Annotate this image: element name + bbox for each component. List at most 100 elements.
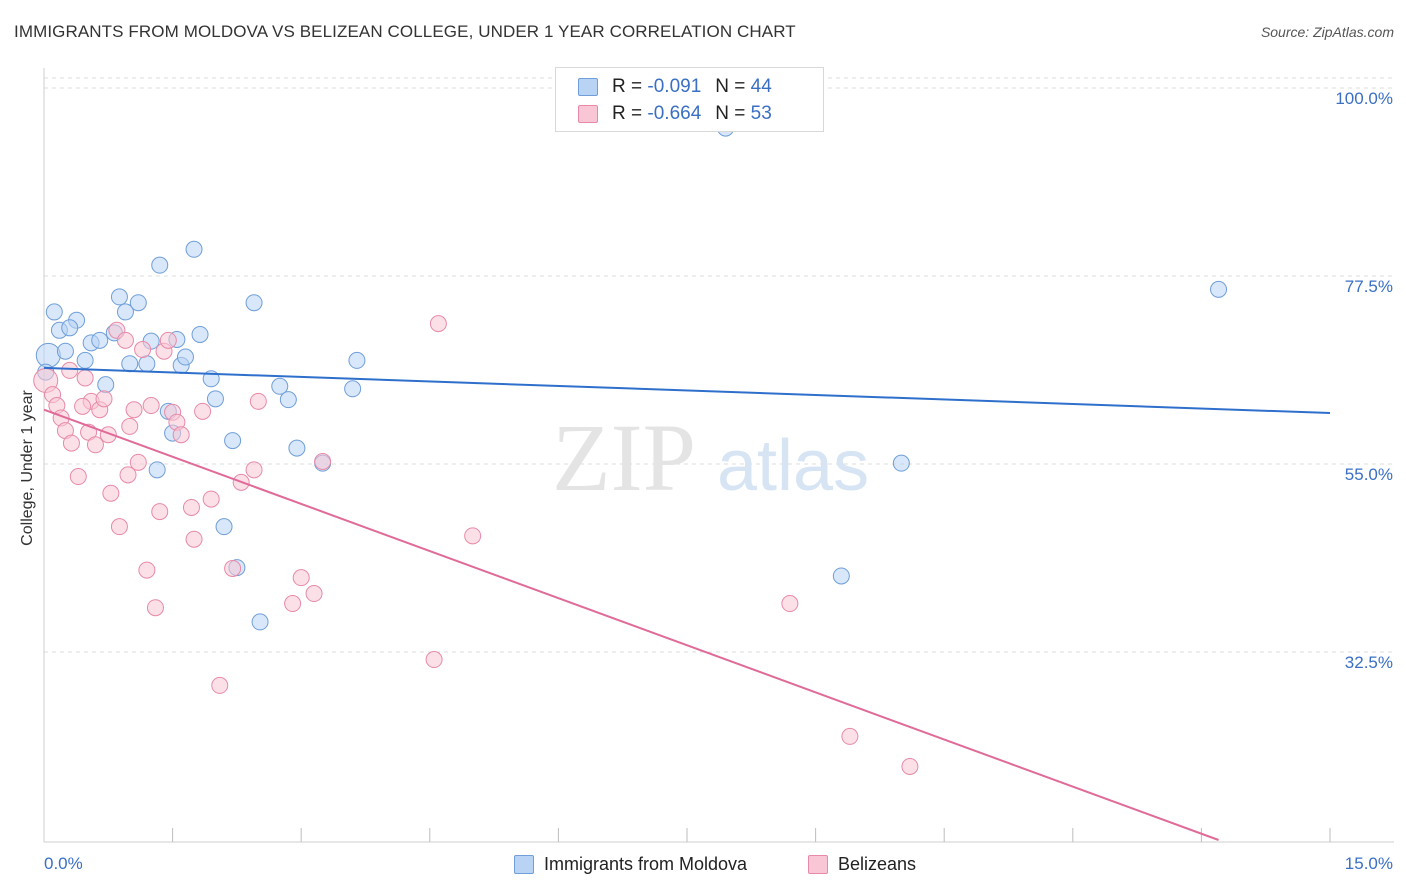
moldova-point-8 xyxy=(91,331,109,349)
belizean-point-5 xyxy=(62,434,80,452)
moldova-point-37 xyxy=(344,380,362,398)
moldova-point-32 xyxy=(251,613,269,631)
y-tick-label-2: 55.0% xyxy=(1345,465,1393,484)
belizean-point-7 xyxy=(76,369,94,387)
belizean-point-31 xyxy=(172,426,190,444)
legend-row-belizeans: R = -0.664 N = 53 xyxy=(578,102,772,126)
moldova-point-28 xyxy=(215,518,233,536)
belizean-point-26 xyxy=(151,503,169,521)
watermark-atlas: atlas xyxy=(717,426,869,506)
moldova-legend-swatch xyxy=(514,854,534,874)
belizeans-legend-swatch xyxy=(808,854,828,874)
moldova-point-6 xyxy=(76,351,94,369)
x-tick-label-min: 0.0% xyxy=(44,854,83,873)
belizean-point-48 xyxy=(781,595,799,613)
n-label: N = xyxy=(715,103,746,124)
moldova-swatch xyxy=(578,78,598,96)
correlation-legend: R = -0.091 N = 44 R = -0.664 N = 53 xyxy=(555,67,824,132)
moldova-point-17 xyxy=(148,461,166,479)
belizean-point-23 xyxy=(138,561,156,579)
r-label: R = xyxy=(612,76,643,97)
belizeans-swatch xyxy=(578,105,598,123)
legend-item-belizeans[interactable]: Belizeans xyxy=(808,852,916,876)
belizean-point-22 xyxy=(134,341,152,359)
belizean-point-36 xyxy=(211,676,229,694)
moldova-point-11 xyxy=(110,288,128,306)
moldova-point-42 xyxy=(1210,280,1228,298)
belizean-point-28 xyxy=(159,331,177,349)
moldova-point-34 xyxy=(279,391,297,409)
moldova-point-24 xyxy=(185,240,203,258)
belizean-point-49 xyxy=(841,727,859,745)
belizean-point-14 xyxy=(102,484,120,502)
moldova-point-5 xyxy=(61,319,79,337)
moldova-point-27 xyxy=(206,390,224,408)
moldova-point-35 xyxy=(288,439,306,457)
belizean-point-18 xyxy=(119,466,137,484)
moldova-point-13 xyxy=(121,355,139,373)
moldova-point-33 xyxy=(271,377,289,395)
moldova-point-14 xyxy=(129,294,147,312)
belizean-point-25 xyxy=(146,599,164,617)
belizean-point-46 xyxy=(429,315,447,333)
legend-item-moldova[interactable]: Immigrants from Moldova xyxy=(514,852,747,876)
belizean-point-44 xyxy=(314,452,332,470)
legend-row-moldova: R = -0.091 N = 44 xyxy=(578,75,772,99)
belizean-point-33 xyxy=(185,530,203,548)
belizean-point-20 xyxy=(125,401,143,419)
r-label: R = xyxy=(612,103,643,124)
belizean-point-10 xyxy=(86,436,104,454)
moldova-point-40 xyxy=(832,567,850,585)
belizean-point-47 xyxy=(464,527,482,545)
moldova-trend-line xyxy=(43,366,1331,415)
belizean-point-51 xyxy=(61,361,79,379)
y-tick-label-3: 32.5% xyxy=(1345,653,1393,672)
belizean-point-41 xyxy=(284,595,302,613)
moldova-r-value: -0.091 xyxy=(647,76,702,97)
moldova-n-value: 44 xyxy=(750,76,772,97)
belizean-point-19 xyxy=(121,417,139,435)
moldova-point-23 xyxy=(176,348,194,366)
watermark-zip: ZIP xyxy=(552,404,696,511)
y-tick-label-1: 77.5% xyxy=(1345,277,1393,296)
belizeans-r-value: -0.664 xyxy=(647,103,702,124)
y-tick-label-0: 100.0% xyxy=(1335,89,1393,108)
axes xyxy=(43,68,1394,843)
y-axis-label: College, Under 1 year xyxy=(19,390,36,546)
belizean-point-17 xyxy=(116,331,134,349)
moldova-point-18 xyxy=(151,256,169,274)
chart-title: IMMIGRANTS FROM MOLDOVA VS BELIZEAN COLL… xyxy=(14,22,796,41)
belizean-point-12 xyxy=(95,390,113,408)
moldova-point-41 xyxy=(892,454,910,472)
belizean-trend-line xyxy=(43,408,1219,841)
belizean-point-24 xyxy=(142,397,160,415)
belizean-point-40 xyxy=(249,392,267,410)
belizeans-legend-label: Belizeans xyxy=(838,853,917,874)
tick-labels: 100.0% 77.5% 55.0% 32.5% 0.0% 15.0% xyxy=(44,89,1393,873)
belizean-point-21 xyxy=(129,453,147,471)
moldova-point-29 xyxy=(224,432,242,450)
moldova-point-12 xyxy=(116,303,134,321)
belizean-point-37 xyxy=(224,559,242,577)
belizean-point-42 xyxy=(292,569,310,587)
moldova-legend-label: Immigrants from Moldova xyxy=(544,853,748,874)
n-label: N = xyxy=(715,76,746,97)
moldova-point-9 xyxy=(97,376,115,394)
belizean-point-6 xyxy=(69,468,87,486)
grid-lines xyxy=(44,77,1394,653)
moldova-point-38 xyxy=(348,351,366,369)
belizean-point-35 xyxy=(202,490,220,508)
belizean-point-50 xyxy=(901,757,919,775)
belizean-point-45 xyxy=(425,651,443,669)
moldova-point-25 xyxy=(191,325,209,343)
moldova-point-0 xyxy=(35,342,61,368)
belizean-point-43 xyxy=(305,585,323,603)
moldova-point-1 xyxy=(45,303,63,321)
moldova-point-3 xyxy=(56,342,74,360)
belizean-point-32 xyxy=(182,498,200,516)
source-label: Source: ZipAtlas.com xyxy=(1260,24,1394,40)
x-tick-label-max: 15.0% xyxy=(1345,854,1393,873)
belizean-point-34 xyxy=(194,402,212,420)
belizean-point-52 xyxy=(74,397,92,415)
